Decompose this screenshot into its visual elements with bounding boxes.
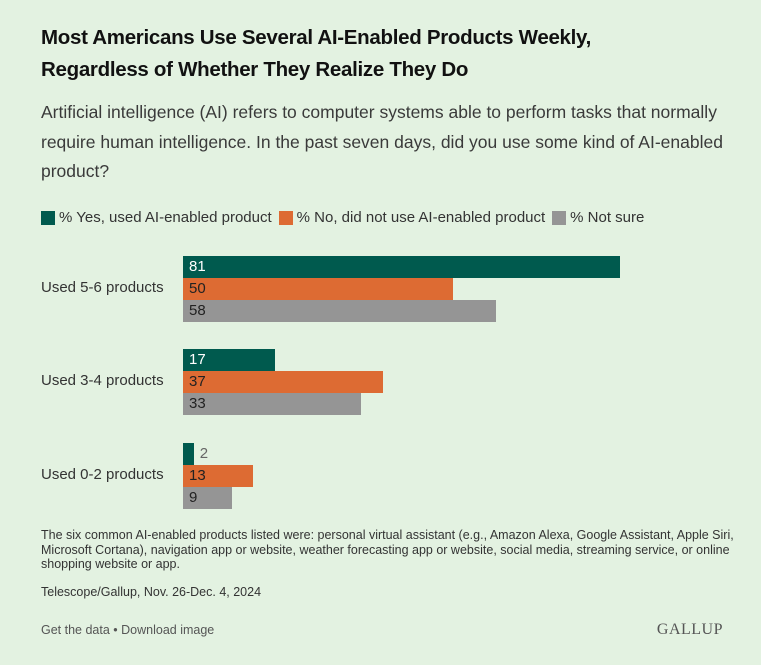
legend: % Yes, used AI-enabled product % No, did…	[41, 209, 651, 226]
bar-value-label: 2	[199, 445, 209, 462]
legend-label-not-sure: % Not sure	[570, 209, 645, 226]
bar-value-label: 81	[189, 258, 206, 275]
legend-label-yes: % Yes, used AI-enabled product	[59, 209, 272, 226]
legend-swatch-no	[278, 210, 293, 225]
legend-swatch-not-sure	[552, 210, 567, 225]
bar-value-label: 50	[189, 280, 206, 297]
category-label: Used 0-2 products	[41, 466, 164, 483]
bar-yes	[183, 256, 620, 278]
bar-value-label: 37	[189, 373, 206, 390]
legend-label-no: % No, did not use AI-enabled product	[296, 209, 546, 226]
category-label: Used 5-6 products	[41, 279, 164, 296]
footnote: The six common AI-enabled products liste…	[41, 528, 734, 571]
title-line-1: Most Americans Use Several AI-Enabled Pr…	[41, 26, 592, 49]
bar-value-label: 17	[189, 351, 206, 368]
legend-item-no: % No, did not use AI-enabled product	[278, 209, 546, 226]
bar-no	[183, 278, 453, 300]
bar-yes	[183, 443, 194, 465]
bar-not-sure	[183, 300, 496, 322]
category-label: Used 3-4 products	[41, 372, 164, 389]
bar-value-label: 33	[189, 395, 206, 412]
source: Telescope/Gallup, Nov. 26-Dec. 4, 2024	[41, 585, 262, 599]
gallup-logo: GALLUP	[656, 621, 723, 638]
bar-yes	[183, 349, 275, 371]
get-data-link[interactable]: Get the data	[41, 623, 110, 637]
bar-no	[183, 465, 254, 487]
bar-not-sure	[183, 393, 362, 415]
bar-value-label: 9	[189, 489, 198, 506]
bar-no	[183, 371, 383, 393]
bar-value-label: 13	[189, 467, 206, 484]
download-image-link[interactable]: Download image	[121, 623, 215, 637]
chart-title: Most Americans Use Several AI-Enabled Pr…	[41, 22, 741, 86]
legend-item-not-sure: % Not sure	[552, 209, 644, 226]
bar-value-label: 58	[189, 302, 206, 319]
title-line-2: Regardless of Whether They Realize They …	[41, 58, 469, 81]
chart-subtitle: Artificial intelligence (AI) refers to c…	[41, 102, 723, 181]
legend-swatch-yes	[41, 210, 55, 225]
bar-not-sure	[183, 487, 232, 509]
footer-links: Get the data • Download image	[41, 623, 214, 637]
link-separator: •	[109, 623, 122, 637]
legend-item-yes: % Yes, used AI-enabled product	[41, 209, 272, 226]
